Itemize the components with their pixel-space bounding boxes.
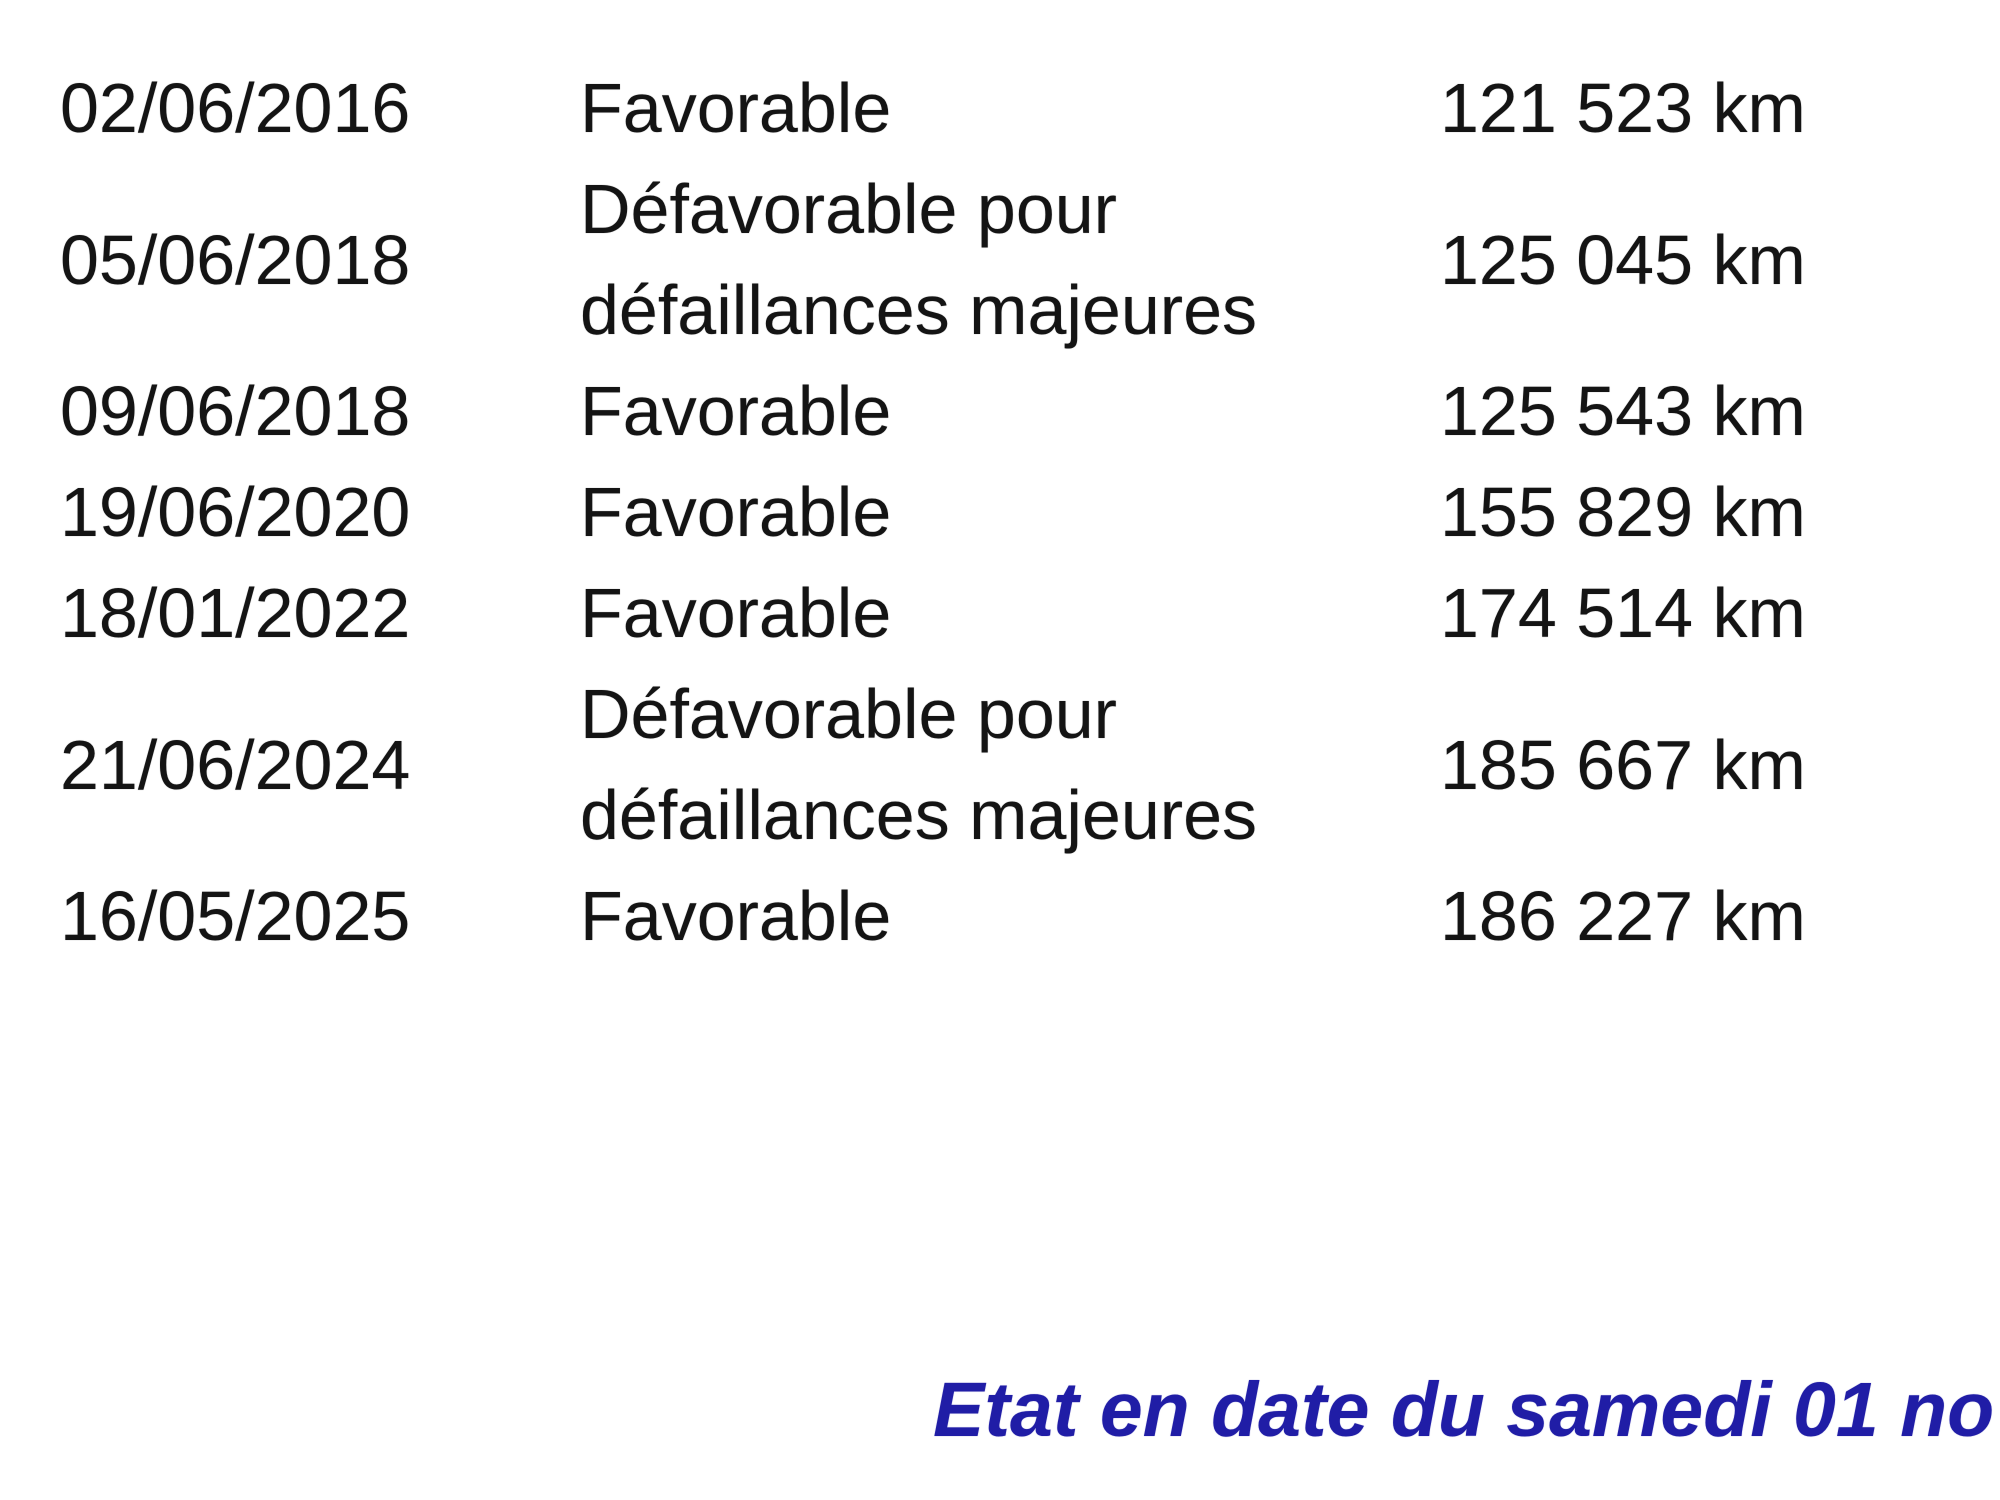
inspection-result: Favorable bbox=[580, 473, 892, 551]
inspection-result: Favorable bbox=[580, 372, 892, 450]
table-row: 02/06/2016 Favorable 121 523 km bbox=[0, 58, 2000, 159]
table-row: 05/06/2018 Défavorable pour défaillances… bbox=[0, 159, 2000, 361]
inspection-mileage: 121 523 km bbox=[1440, 69, 1806, 147]
inspection-result: Défavorable pour défaillances majeures bbox=[580, 664, 1440, 866]
inspection-result: Favorable bbox=[580, 69, 892, 147]
inspection-result: Favorable bbox=[580, 877, 892, 955]
inspection-date: 09/06/2018 bbox=[60, 372, 411, 450]
table-row: 21/06/2024 Défavorable pour défaillances… bbox=[0, 664, 2000, 866]
inspection-mileage: 185 667 km bbox=[1440, 725, 1806, 804]
inspection-result: Favorable bbox=[580, 574, 892, 652]
result-line: défaillances majeures bbox=[580, 271, 1258, 349]
inspection-date: 18/01/2022 bbox=[60, 574, 411, 652]
table-row: 16/05/2025 Favorable 186 227 km bbox=[0, 866, 2000, 967]
inspection-history-table: 02/06/2016 Favorable 121 523 km 05/06/20… bbox=[0, 58, 2000, 967]
status-date-note: Etat en date du samedi 01 no bbox=[933, 1367, 1995, 1453]
result-line: Défavorable pour bbox=[580, 675, 1117, 753]
result-line: Défavorable pour bbox=[580, 170, 1117, 248]
inspection-mileage: 174 514 km bbox=[1440, 574, 1806, 652]
inspection-mileage: 186 227 km bbox=[1440, 877, 1806, 955]
table-row: 09/06/2018 Favorable 125 543 km bbox=[0, 361, 2000, 462]
inspection-mileage: 125 045 km bbox=[1440, 220, 1806, 299]
inspection-date: 16/05/2025 bbox=[60, 877, 411, 955]
inspection-date: 21/06/2024 bbox=[60, 725, 411, 804]
inspection-date: 02/06/2016 bbox=[60, 69, 411, 147]
table-row: 18/01/2022 Favorable 174 514 km bbox=[0, 563, 2000, 664]
inspection-mileage: 125 543 km bbox=[1440, 372, 1806, 450]
table-row: 19/06/2020 Favorable 155 829 km bbox=[0, 462, 2000, 563]
result-line: défaillances majeures bbox=[580, 776, 1258, 854]
inspection-result: Défavorable pour défaillances majeures bbox=[580, 159, 1440, 361]
inspection-date: 05/06/2018 bbox=[60, 220, 411, 299]
inspection-mileage: 155 829 km bbox=[1440, 473, 1806, 551]
inspection-date: 19/06/2020 bbox=[60, 473, 411, 551]
